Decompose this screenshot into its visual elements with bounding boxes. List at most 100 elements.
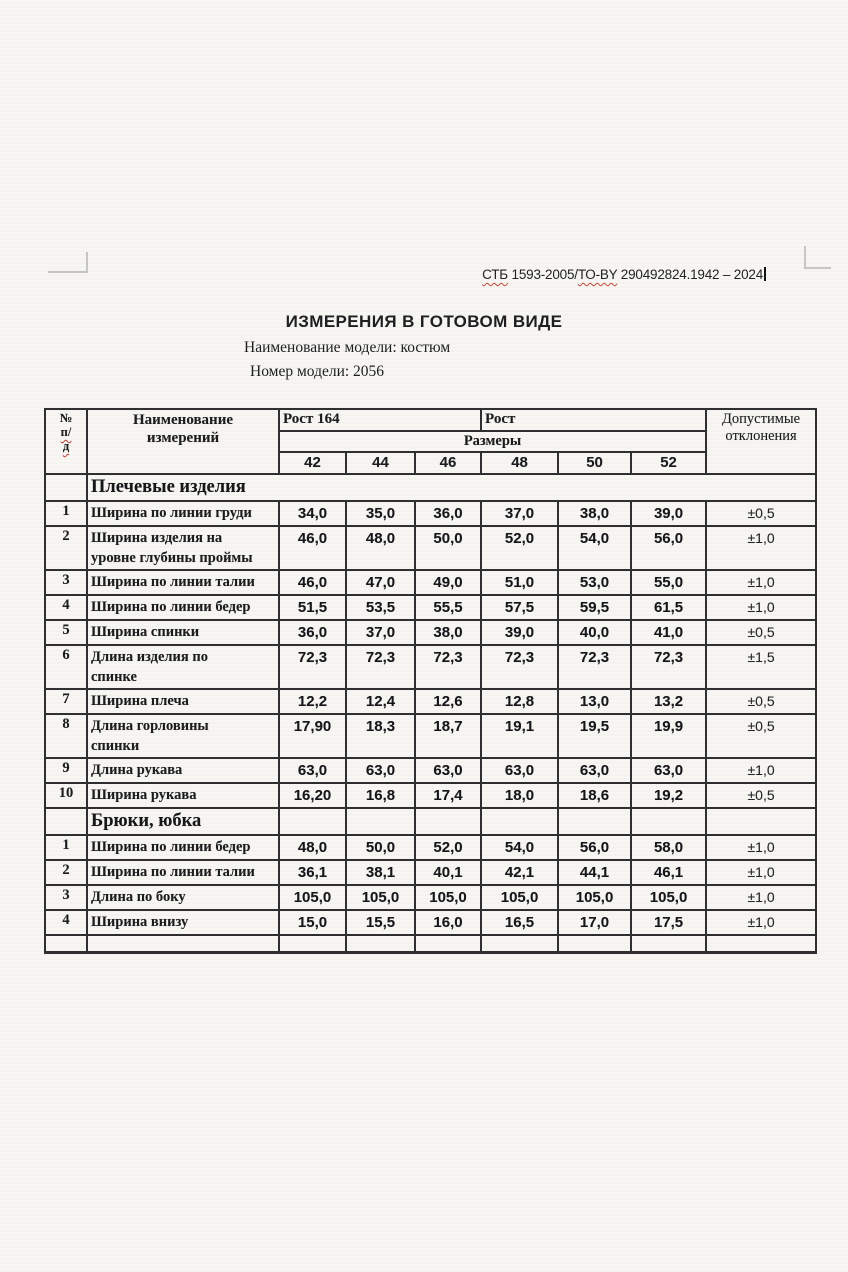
text-boundary-corner-right: [804, 246, 831, 269]
measurement-value: 56,0: [557, 834, 633, 861]
standard-code-stb: СТБ: [482, 267, 508, 282]
measurement-value: 55,5: [413, 594, 483, 621]
measurement-value: 16,20: [278, 782, 347, 809]
empty-cell: [413, 807, 483, 836]
measurement-value: 51,0: [480, 569, 560, 596]
measurement-value: 13,0: [557, 688, 633, 715]
standard-code-toby: ТО-BY: [577, 267, 618, 282]
measurement-value: 54,0: [480, 834, 560, 861]
measurement-row: 4 Ширина внизу 15,0 15,5 16,0 16,5 17,0 17,5 ±1,…: [44, 909, 818, 936]
model-number-line: Номер модели: 2056: [250, 363, 385, 380]
measurement-value: 19,2: [630, 782, 708, 809]
measurement-value: 48,0: [278, 834, 347, 861]
measurement-name: Ширина изделия на уровне глубины проймы: [86, 525, 280, 571]
measurement-value: 53,0: [557, 569, 633, 596]
measurement-value: 63,0: [480, 757, 560, 784]
measurement-value: 52,0: [480, 525, 560, 571]
measurement-name: Длина горловины спинки: [86, 713, 280, 759]
measurement-value: 12,8: [480, 688, 560, 715]
measurement-value: 37,0: [345, 619, 416, 646]
measurement-row: 9 Длина рукава 63,0 63,0 63,0 63,0 63,0 63,0 ±1,…: [44, 757, 818, 784]
empty-cell: [480, 934, 560, 954]
measurement-value: 19,9: [630, 713, 708, 759]
tolerance-value: ±1,5: [705, 644, 818, 690]
measurement-name: Ширина по линии груди: [86, 500, 280, 527]
measurement-name: Ширина плеча: [86, 688, 280, 715]
measurement-value: 44,1: [557, 859, 633, 886]
measurement-value: 18,7: [413, 713, 483, 759]
measurement-name: Ширина рукава: [86, 782, 280, 809]
header-size-52: 52: [630, 451, 708, 475]
text-boundary-corner-left: [48, 252, 88, 273]
empty-cell: [705, 807, 818, 836]
measurement-value: 39,0: [630, 500, 708, 527]
measurement-value: 50,0: [345, 834, 416, 861]
measurement-value: 58,0: [630, 834, 708, 861]
measurement-value: 105,0: [557, 884, 633, 911]
tolerance-value: ±1,0: [705, 757, 818, 784]
measurement-value: 36,1: [278, 859, 347, 886]
row-number: 6: [44, 644, 88, 690]
section-number-cell: [44, 473, 88, 502]
measurement-value: 63,0: [630, 757, 708, 784]
empty-cell: [480, 807, 560, 836]
measurement-value: 46,0: [278, 569, 347, 596]
measurement-value: 12,4: [345, 688, 416, 715]
measurement-value: 48,0: [345, 525, 416, 571]
empty-cell: [413, 934, 483, 954]
measurement-name: Ширина спинки: [86, 619, 280, 646]
header-measurement-name: Наименование измерений: [86, 408, 280, 475]
empty-cell: [44, 934, 88, 954]
measurement-name: Ширина внизу: [86, 909, 280, 936]
measurement-row: 10 Ширина рукава 16,20 16,8 17,4 18,0 18,6 19,2…: [44, 782, 818, 809]
measurement-value: 50,0: [413, 525, 483, 571]
measurement-value: 46,0: [278, 525, 347, 571]
measurement-row: 1 Ширина по линии бедер 48,0 50,0 52,0 54,0 56…: [44, 834, 818, 861]
row-number: 3: [44, 569, 88, 596]
header-size-42: 42: [278, 451, 347, 475]
measurement-value: 17,5: [630, 909, 708, 936]
measurement-value: 72,3: [278, 644, 347, 690]
measurement-row: 5 Ширина спинки 36,0 37,0 38,0 39,0 40,0 41,0 ±0…: [44, 619, 818, 646]
row-number: 1: [44, 834, 88, 861]
row-number: 4: [44, 909, 88, 936]
measurement-value: 55,0: [630, 569, 708, 596]
row-number: 9: [44, 757, 88, 784]
empty-row: [44, 934, 818, 954]
measurement-value: 34,0: [278, 500, 347, 527]
measurement-value: 105,0: [413, 884, 483, 911]
measurement-value: 35,0: [345, 500, 416, 527]
measurement-value: 63,0: [413, 757, 483, 784]
measurement-value: 18,6: [557, 782, 633, 809]
measurement-value: 38,0: [413, 619, 483, 646]
measurement-value: 53,5: [345, 594, 416, 621]
section-number-cell: [44, 807, 88, 836]
measurement-name: Длина по боку: [86, 884, 280, 911]
table-body: Плечевые изделия 1 Ширина по линии груди 34…: [44, 473, 818, 954]
empty-cell: [705, 934, 818, 954]
measurement-value: 54,0: [557, 525, 633, 571]
measurement-value: 63,0: [345, 757, 416, 784]
measurement-row: 2 Ширина по линии талии 36,1 38,1 40,1 42,1 44…: [44, 859, 818, 886]
measurement-value: 15,0: [278, 909, 347, 936]
measurement-value: 38,1: [345, 859, 416, 886]
measurement-value: 63,0: [278, 757, 347, 784]
text-cursor: [764, 267, 766, 281]
measurement-value: 36,0: [413, 500, 483, 527]
measurement-row: 3 Ширина по линии талии 46,0 47,0 49,0 51,0 53…: [44, 569, 818, 596]
measurement-row: 1 Ширина по линии груди 34,0 35,0 36,0 37,0 38…: [44, 500, 818, 527]
measurement-value: 47,0: [345, 569, 416, 596]
measurement-value: 72,3: [630, 644, 708, 690]
measurement-value: 72,3: [345, 644, 416, 690]
measurement-value: 16,8: [345, 782, 416, 809]
tolerance-value: ±1,0: [705, 569, 818, 596]
standard-code-mid: 1593-2005/: [507, 267, 579, 282]
section-title: Плечевые изделия: [85, 473, 818, 502]
tolerance-value: ±1,0: [705, 834, 818, 861]
measurements-table: № п/д Наименование измерений Рост 164 Рост…: [44, 408, 818, 954]
measurement-value: 18,3: [345, 713, 416, 759]
empty-cell: [278, 934, 347, 954]
measurement-value: 19,1: [480, 713, 560, 759]
standard-reference-line: СТБ 1593-2005/ТО-BY 290492824.1942 – 202…: [482, 267, 766, 282]
header-row-number: № п/д: [44, 408, 88, 475]
